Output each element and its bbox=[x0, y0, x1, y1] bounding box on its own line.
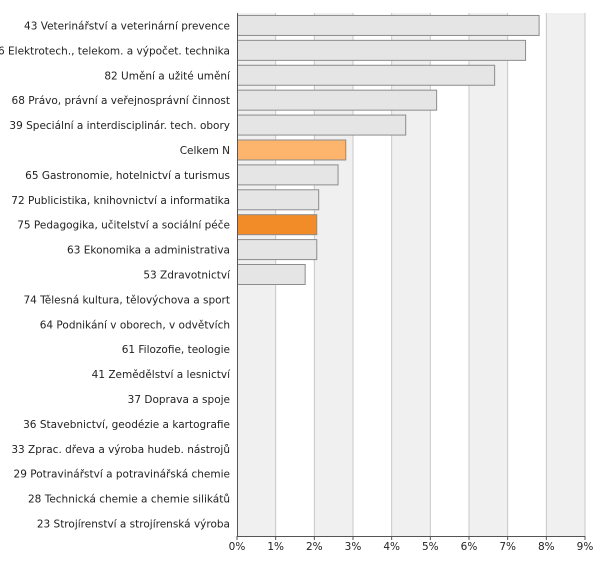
bar bbox=[237, 214, 318, 236]
category-label: 53 Zdravotnictví bbox=[143, 270, 231, 282]
category-label: 37 Doprava a spoje bbox=[128, 394, 230, 406]
plot-band bbox=[546, 13, 585, 536]
category-label: 41 Zemědělství a lesnictví bbox=[92, 369, 231, 381]
bar bbox=[237, 264, 306, 285]
bar bbox=[237, 89, 438, 111]
category-label: 33 Zprac. dřeva a výroba hudeb. nástrojů bbox=[11, 444, 230, 456]
category-label: Celkem N bbox=[180, 145, 230, 157]
category-label: 75 Pedagogika, učitelství a sociální péč… bbox=[17, 220, 230, 232]
bar bbox=[237, 14, 540, 36]
x-tick-label: 9% bbox=[577, 541, 594, 553]
bar bbox=[237, 164, 339, 186]
x-tick-label: 3% bbox=[345, 541, 362, 553]
bar bbox=[237, 239, 318, 261]
category-label: 26 Elektrotech., telekom. a výpočet. tec… bbox=[0, 45, 230, 57]
category-label: 23 Strojírenství a strojírenská výroba bbox=[37, 519, 230, 531]
bar bbox=[237, 139, 347, 161]
category-label: 74 Tělesná kultura, tělovýchova a sport bbox=[23, 294, 230, 306]
category-label: 61 Filozofie, teologie bbox=[122, 344, 230, 356]
x-tick-label: 4% bbox=[383, 541, 400, 553]
category-label: 72 Publicistika, knihovnictví a informat… bbox=[11, 195, 230, 207]
x-tick-label: 1% bbox=[267, 541, 284, 553]
plot-band bbox=[469, 13, 508, 536]
x-tick-label: 2% bbox=[306, 541, 323, 553]
bar bbox=[237, 64, 496, 86]
category-label: 39 Speciální a interdisciplinár. tech. o… bbox=[9, 120, 230, 132]
x-tick-label: 7% bbox=[499, 541, 516, 553]
x-axis: 0% 1% 2% 3% 4% 5% 6% 7% 8% 9% bbox=[229, 13, 594, 553]
bar bbox=[237, 189, 320, 211]
x-tick-label: 5% bbox=[422, 541, 439, 553]
x-tick-label: 0% bbox=[229, 541, 246, 553]
category-label: 64 Podnikání v oborech, v odvětvích bbox=[40, 319, 230, 331]
category-label: 28 Technická chemie a chemie silikátů bbox=[28, 494, 230, 506]
category-labels: 43 Veterinářství a veterinární prevence 2… bbox=[0, 20, 231, 530]
category-label: 63 Ekonomika a administrativa bbox=[67, 245, 230, 257]
category-label: 65 Gastronomie, hotelnictví a turismus bbox=[25, 170, 230, 182]
bar bbox=[237, 114, 407, 136]
category-label: 36 Stavebnictví, geodézie a kartografie bbox=[23, 419, 230, 431]
x-tick-label: 8% bbox=[538, 541, 555, 553]
category-label: 68 Právo, právní a veřejnosprávní činnos… bbox=[12, 95, 230, 107]
category-label: 43 Veterinářství a veterinární prevence bbox=[24, 20, 230, 32]
category-label: 82 Umění a užité umění bbox=[104, 70, 231, 82]
category-label: 29 Potravinářství a potravinářská chemie bbox=[14, 469, 230, 481]
bar bbox=[237, 39, 527, 61]
x-tick-label: 6% bbox=[461, 541, 478, 553]
